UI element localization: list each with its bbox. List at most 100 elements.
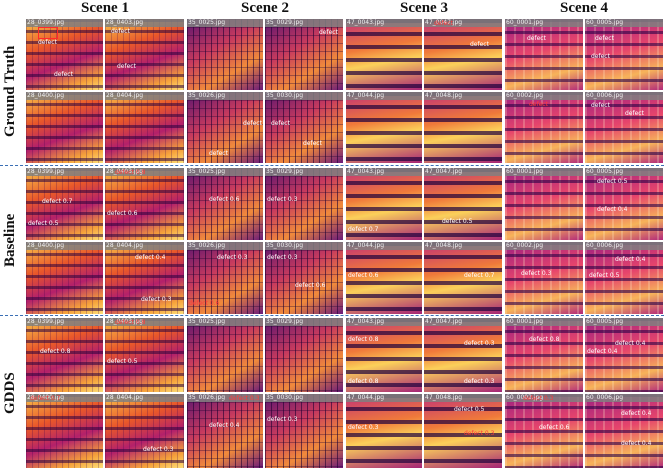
defect-label: defect 0.5: [28, 220, 59, 227]
defect-label: defect: [243, 120, 262, 127]
defect-label: defect 0.4: [621, 410, 652, 417]
defect-label: defect 0.3: [141, 296, 172, 303]
image-tile: 35_0029.jpg defect 0.3: [265, 168, 343, 240]
defect-label: defect 0.8: [348, 336, 379, 343]
filename-label: 28_0403.jpg: [105, 19, 184, 27]
image-tile: 47_0044.jpg defect 0.6: [346, 242, 422, 314]
image-tile: 47_0043.jpg: [346, 19, 422, 90]
filename-label: 60_0002.jpg: [505, 242, 583, 250]
image-tile: 60_0002.jpg defect 0.3 defect 0.6: [505, 394, 583, 468]
defect-label: defect 0.5: [589, 272, 620, 279]
defect-label: defect 0.4: [209, 422, 240, 429]
filename-label: 35_0025.jpg: [187, 168, 263, 176]
row-separator-1: [0, 165, 664, 166]
image-tile: 28_0404.jpg defect 0.3: [105, 394, 184, 468]
defect-label: defect 0.4: [621, 440, 652, 447]
defect-label: defect: [591, 102, 610, 109]
filename-label: 47_0044.jpg: [346, 394, 422, 402]
defect-label: defect 0.3: [143, 446, 174, 453]
filename-label: 35_0030.jpg: [265, 242, 343, 250]
defect-box: [38, 27, 58, 39]
filename-label: 28_0404.jpg: [105, 92, 184, 100]
defect-label: defect 0.6: [348, 272, 379, 279]
filename-label: 28_0403.jpg: [105, 168, 184, 176]
defect-label: defect: [209, 150, 228, 157]
defect-label: defect 0.6: [107, 210, 138, 217]
image-tile: 47_0044.jpg: [346, 92, 422, 163]
defect-label: defect 0.3: [229, 395, 260, 402]
defect-label: defect 0.3: [267, 416, 298, 423]
filename-label: 60_0001.jpg: [505, 168, 583, 176]
image-tile: 60_0005.jpg defect 0.4 defect 0.4: [585, 318, 663, 392]
image-tile: 28_0403.jpg defect defect: [105, 19, 184, 90]
image-tile: 35_0029.jpg defect: [265, 19, 343, 90]
image-tile: 60_0005.jpg defect 0.5 defect 0.4: [585, 168, 663, 240]
defect-label: defect 0.3: [523, 395, 554, 402]
image-tile: 35_0030.jpg defect defect: [265, 92, 343, 163]
row-header-baseline: Baseline: [2, 213, 18, 268]
image-tile: 60_0002.jpg defect 0.3: [505, 242, 583, 314]
image-tile: 28_0399.jpg defect 0.7 defect 0.5: [26, 168, 103, 240]
filename-label: 35_0025.jpg: [187, 19, 263, 27]
filename-label: 60_0006.jpg: [585, 394, 663, 402]
filename-label: 47_0043.jpg: [346, 168, 422, 176]
defect-label: defect 0.8: [40, 348, 71, 355]
defect-label: defect: [117, 63, 136, 70]
image-tile: 60_0006.jpg defect defect: [585, 92, 663, 163]
image-tile: 28_0400.jpg: [26, 92, 103, 163]
filename-label: 35_0030.jpg: [265, 394, 343, 402]
column-header-scene-1: Scene 1: [81, 0, 129, 16]
defect-label: defect 0.8: [348, 378, 379, 385]
filename-label: 47_0044.jpg: [346, 92, 422, 100]
defect-label: defect 0.3: [464, 430, 495, 437]
image-tile: 28_0403.jpg defect 0.8 defect 0.5: [105, 318, 184, 392]
filename-label: 47_0047.jpg: [424, 318, 502, 326]
defect-label: defect 0.3: [348, 424, 379, 431]
defect-label: defect: [303, 140, 322, 147]
image-tile: 35_0030.jpg defect 0.3: [265, 394, 343, 468]
defect-label: defect 0.3: [521, 270, 552, 277]
image-tile: 35_0025.jpg defect 0.6: [187, 168, 263, 240]
defect-label: defect 0.3: [267, 196, 298, 203]
image-tile: 47_0047.jpg defect defect: [424, 19, 502, 90]
defect-label: defect 0.7: [30, 395, 61, 402]
filename-label: 60_0001.jpg: [505, 318, 583, 326]
filename-label: 28_0399.jpg: [26, 318, 103, 326]
defect-label: defect: [470, 41, 489, 48]
filename-label: 47_0044.jpg: [346, 242, 422, 250]
defect-label: defect 0.3: [217, 254, 248, 261]
image-tile: 47_0048.jpg defect 0.5 defect 0.3: [424, 394, 502, 468]
filename-label: 35_0029.jpg: [265, 19, 343, 27]
defect-label: defect 0.3: [464, 340, 495, 347]
image-tile: 47_0043.jpg defect 0.7: [346, 168, 422, 240]
defect-label: defect 0.3: [267, 254, 298, 261]
defect-label: defect 0.7: [348, 226, 379, 233]
defect-label: defect 0.6: [295, 282, 326, 289]
image-tile: 28_0403.jpg defect 0.8 defect 0.6: [105, 168, 184, 240]
image-tile: 35_0025.jpg: [187, 318, 263, 392]
defect-label: defect: [38, 39, 57, 46]
filename-label: 47_0048.jpg: [424, 394, 502, 402]
defect-label: defect 0.4: [587, 348, 618, 355]
filename-label: 28_0400.jpg: [26, 242, 103, 250]
filename-label: 60_0006.jpg: [585, 92, 663, 100]
image-tile: 60_0006.jpg defect 0.4 defect 0.5: [585, 242, 663, 314]
filename-label: 47_0043.jpg: [346, 318, 422, 326]
filename-label: 60_0006.jpg: [585, 242, 663, 250]
image-tile: 47_0048.jpg defect 0.7: [424, 242, 502, 314]
filename-label: 60_0005.jpg: [585, 168, 663, 176]
image-tile: 35_0026.jpg defect 0.3 defect 0.4: [187, 394, 263, 468]
image-tile: 60_0006.jpg defect 0.4 defect 0.4: [585, 394, 663, 468]
image-tile: 35_0029.jpg: [265, 318, 343, 392]
filename-label: 28_0403.jpg: [105, 318, 184, 326]
image-tile: 47_0044.jpg defect 0.3: [346, 394, 422, 468]
defect-label: defect 0.5: [442, 218, 473, 225]
filename-label: 28_0399.jpg: [26, 19, 103, 27]
column-header-scene-2: Scene 2: [241, 0, 289, 16]
filename-label: 60_0005.jpg: [585, 318, 663, 326]
image-tile: 28_0400.jpg: [26, 242, 103, 314]
image-tile: 28_0404.jpg defect 0.4 defect 0.3: [105, 242, 184, 314]
filename-label: 60_0001.jpg: [505, 19, 583, 27]
image-tile: 47_0048.jpg: [424, 92, 502, 163]
image-tile: 35_0030.jpg defect 0.3 defect 0.6: [265, 242, 343, 314]
